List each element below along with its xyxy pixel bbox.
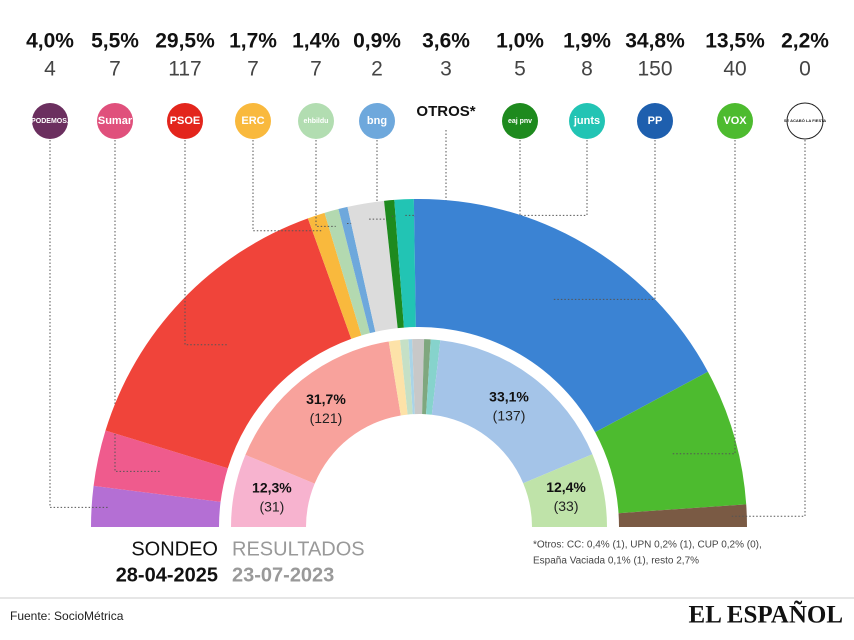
leader-line	[49, 140, 108, 508]
seat-arc	[618, 504, 747, 527]
sondeo-date: 28-04-2025	[116, 564, 218, 586]
leader-line	[390, 140, 521, 217]
share-label: 3,6%	[422, 30, 470, 53]
leader-line	[252, 140, 322, 232]
seats-label: 2	[371, 58, 383, 81]
seat-arc	[324, 209, 370, 336]
logo-text: bng	[367, 115, 387, 127]
seat-arc	[408, 339, 415, 415]
result-seats: (31)	[259, 498, 284, 514]
party-logo	[235, 103, 271, 139]
results-label: RESULTADOS	[232, 538, 365, 560]
seat-arc	[412, 339, 425, 415]
seat-arc	[105, 218, 352, 469]
party-logo	[717, 103, 753, 139]
result-share: 12,4%	[546, 479, 586, 495]
logo-text: OTROS*	[416, 103, 475, 120]
seats-label: 5	[514, 58, 526, 81]
seats-label: 8	[581, 58, 593, 81]
share-label: 1,0%	[496, 30, 544, 53]
seat-arc	[91, 485, 221, 527]
party-logo	[298, 103, 334, 139]
seats-label: 40	[723, 58, 746, 81]
logo-text: ERC	[241, 115, 264, 127]
seat-arc	[384, 199, 404, 329]
share-label: 2,2%	[781, 30, 829, 53]
share-label: 0,9%	[353, 30, 401, 53]
party-logo	[359, 103, 395, 139]
seat-arc	[400, 339, 413, 415]
share-label: 29,5%	[155, 30, 215, 53]
logo-text: ehbildu	[304, 118, 329, 125]
seats-label: 3	[440, 58, 452, 81]
share-label: 13,5%	[705, 30, 765, 53]
party-logo	[32, 103, 68, 139]
leader-line	[315, 140, 336, 227]
seat-arc	[413, 199, 708, 433]
brand: EL ESPAÑOL	[689, 601, 843, 629]
seats-label: 7	[310, 58, 322, 81]
seat-arc	[431, 340, 593, 484]
result-share: 33,1%	[489, 389, 529, 405]
results-date: 23-07-2023	[232, 564, 334, 586]
party-logo	[786, 102, 824, 140]
seat-arc	[595, 371, 747, 514]
logo-text: VOX	[723, 115, 747, 127]
seat-arc	[388, 339, 408, 416]
logo-text: SE ACABÓ LA FIESTA	[784, 118, 826, 123]
result-seats: (137)	[493, 408, 526, 424]
party-logo	[502, 103, 538, 139]
seat-arc	[338, 206, 376, 334]
footnote: España Vaciada 0,1% (1), resto 2,7%	[533, 556, 699, 567]
logo-text: eaj pnv	[508, 118, 532, 125]
seats-label: 117	[168, 58, 201, 81]
share-label: 34,8%	[625, 30, 685, 53]
result-share: 12,3%	[252, 479, 292, 495]
logo-text: PSOE	[170, 115, 201, 127]
seats-label: 4	[44, 58, 56, 81]
result-seats: (121)	[310, 410, 343, 426]
logo-text: PP	[648, 115, 663, 127]
sondeo-label: SONDEO	[131, 538, 218, 560]
leader-line	[552, 140, 656, 300]
result-seats: (33)	[554, 498, 579, 514]
seat-arc	[231, 454, 315, 527]
logo-text: PODEMOS.	[31, 118, 69, 125]
seat-arc	[307, 212, 362, 339]
source: Fuente: SocioMétrica	[10, 609, 124, 623]
seat-arc	[523, 454, 607, 527]
seat-arc	[245, 341, 401, 484]
share-label: 1,7%	[229, 30, 277, 53]
share-label: 5,5%	[91, 30, 139, 53]
seat-arc	[394, 199, 416, 328]
seats-label: 0	[799, 58, 811, 81]
footnote: *Otros: CC: 0,4% (1), UPN 0,2% (1), CUP …	[533, 540, 762, 551]
party-logo	[569, 103, 605, 139]
logo-text: Sumar	[98, 115, 133, 127]
seats-label: 7	[247, 58, 259, 81]
party-logo	[97, 103, 133, 139]
logo-text: junts	[573, 115, 600, 127]
seat-arc	[347, 200, 398, 332]
party-logo	[637, 103, 673, 139]
seat-arc	[93, 430, 228, 502]
seats-label: 7	[109, 58, 121, 81]
seat-arc	[422, 339, 431, 415]
share-label: 1,4%	[292, 30, 340, 53]
leader-line	[730, 140, 806, 517]
seat-arc	[426, 339, 441, 415]
result-share: 31,7%	[306, 391, 346, 407]
seats-label: 150	[637, 58, 672, 81]
party-logo	[167, 103, 203, 139]
share-label: 4,0%	[26, 30, 74, 53]
share-label: 1,9%	[563, 30, 611, 53]
